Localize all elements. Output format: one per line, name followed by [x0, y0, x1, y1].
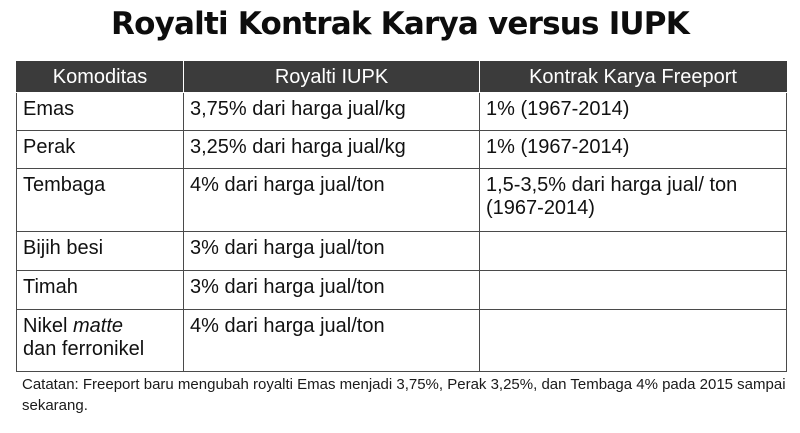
- header-kontrak-karya-freeport: Kontrak Karya Freeport: [479, 61, 787, 93]
- cell-royalti-iupk: 4% dari harga jual/ton: [183, 309, 480, 372]
- cell-kontrak-karya: [479, 231, 787, 271]
- header-komoditas: Komoditas: [16, 61, 184, 93]
- cell-kontrak-karya: [479, 309, 787, 372]
- cell-kontrak-karya: [479, 270, 787, 310]
- cell-royalti-iupk: 3% dari harga jual/ton: [183, 231, 480, 271]
- cell-royalti-iupk: 3,25% dari harga jual/kg: [183, 130, 480, 169]
- cell-kontrak-karya: 1% (1967-2014): [479, 130, 787, 169]
- cell-komoditas: Timah: [16, 270, 184, 310]
- header-royalti-iupk: Royalti IUPK: [183, 61, 480, 93]
- cell-komoditas: Tembaga: [16, 168, 184, 232]
- table-row: Bijih besi 3% dari harga jual/ton: [16, 231, 787, 271]
- table-row: Nikel matte dan ferronikel 4% dari harga …: [16, 309, 787, 372]
- komoditas-matte: matte: [73, 315, 124, 337]
- table-row: Perak 3,25% dari harga jual/kg 1% (1967-…: [16, 130, 787, 169]
- cell-kontrak-karya: 1,5-3,5% dari harga jual/ ton (1967-2014…: [479, 168, 787, 232]
- table-header-row: Komoditas Royalti IUPK Kontrak Karya Fre…: [16, 61, 787, 93]
- cell-royalti-iupk: 3,75% dari harga jual/kg: [183, 92, 480, 131]
- page-title: Royalti Kontrak Karya versus IUPK: [111, 6, 690, 42]
- cell-komoditas: Emas: [16, 92, 184, 131]
- table-row: Tembaga 4% dari harga jual/ton 1,5-3,5% …: [16, 168, 787, 232]
- komoditas-ferronikel: dan ferronikel: [23, 338, 145, 360]
- komoditas-nikel: Nikel: [23, 315, 68, 337]
- cell-royalti-iupk: 4% dari harga jual/ton: [183, 168, 480, 232]
- cell-royalti-iupk: 3% dari harga jual/ton: [183, 270, 480, 310]
- cell-kontrak-karya: 1% (1967-2014): [479, 92, 787, 131]
- table-row: Timah 3% dari harga jual/ton: [16, 270, 787, 310]
- cell-komoditas: Perak: [16, 130, 184, 169]
- table-row: Emas 3,75% dari harga jual/kg 1% (1967-2…: [16, 92, 787, 131]
- cell-komoditas: Bijih besi: [16, 231, 184, 271]
- royalty-comparison-table: Komoditas Royalti IUPK Kontrak Karya Fre…: [16, 61, 787, 372]
- cell-komoditas: Nikel matte dan ferronikel: [16, 309, 184, 372]
- footnote: Catatan: Freeport baru mengubah royalti …: [22, 376, 786, 414]
